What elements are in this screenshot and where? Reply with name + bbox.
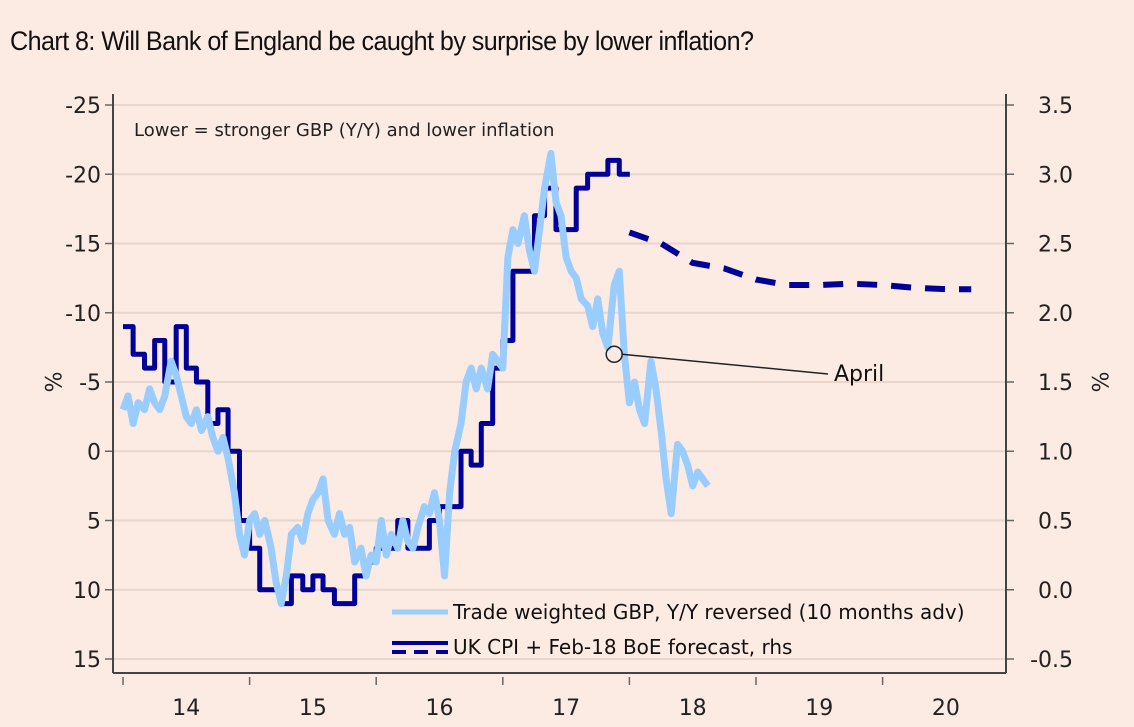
y-left-tick-label: -15 (65, 233, 101, 258)
y-left-tick-label: -10 (65, 302, 101, 327)
x-tick-label: 19 (805, 696, 833, 721)
y-axis-left-label: % (39, 372, 64, 393)
legend-label-cpi: UK CPI + Feb-18 BoE forecast, rhs (453, 635, 792, 659)
y-left-tick-label: 5 (87, 510, 101, 535)
annotation-label: April (834, 362, 884, 387)
series-line (119, 149, 711, 608)
x-tick-label: 18 (679, 696, 707, 721)
y-left-tick-label: 10 (73, 579, 101, 604)
x-tick-label: 14 (172, 696, 200, 721)
y-left-tick-label: -5 (79, 371, 101, 396)
x-tick-label: 16 (426, 696, 454, 721)
y-right-tick-label: 0.0 (1038, 579, 1073, 604)
series-layer (119, 149, 972, 608)
legend-label-gbp: Trade weighted GBP, Y/Y reversed (10 mon… (452, 600, 965, 624)
x-tick-label: 15 (299, 696, 327, 721)
y-right-tick-label: 1.0 (1038, 440, 1073, 465)
y-right-tick-label: 3.5 (1038, 94, 1073, 119)
april-annotation: April (605, 345, 884, 387)
y-left-tick-label: -25 (65, 94, 101, 119)
legend: Trade weighted GBP, Y/Y reversed (10 mon… (392, 600, 965, 659)
y-right-tick-label: -0.5 (1030, 648, 1073, 673)
y-axis-right-label: % (1086, 372, 1111, 393)
y-right-tick-label: 0.5 (1038, 510, 1073, 535)
y-right-tick-label: 2.5 (1038, 233, 1073, 258)
y-right-tick-label: 1.5 (1038, 371, 1073, 396)
chart-title: Chart 8: Will Bank of England be caught … (10, 26, 754, 56)
x-tick-label: 20 (932, 696, 960, 721)
annotation-marker (605, 345, 623, 364)
y-left-tick-label: 15 (73, 648, 101, 673)
y-left-tick-label: 0 (87, 440, 101, 465)
x-tick-label: 17 (552, 696, 580, 721)
chart-note: Lower = stronger GBP (Y/Y) and lower inf… (134, 120, 554, 141)
y-right-tick-label: 3.0 (1038, 163, 1073, 188)
axes: -25 -20 -15 -10 -5 0 5 10 15 3.5 3.0 2.5 2.0 1.5 1.0 0.… (65, 94, 1073, 721)
y-left-tick-label: -20 (65, 163, 101, 188)
y-right-tick-label: 2.0 (1038, 302, 1073, 327)
series-line (628, 229, 972, 293)
annotation-leader-line (622, 353, 829, 375)
